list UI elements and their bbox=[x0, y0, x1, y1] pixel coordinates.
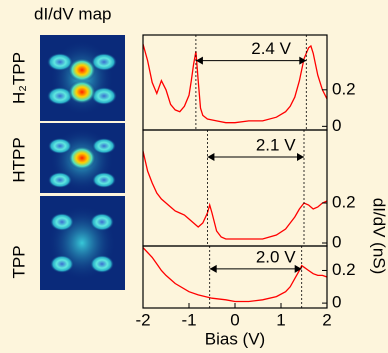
y-tick-label: 0.2 bbox=[332, 192, 356, 211]
x-axis-label: Bias (V) bbox=[205, 329, 265, 348]
arrow-head bbox=[294, 264, 302, 273]
stm-image bbox=[40, 35, 125, 121]
gap-label: 2.1 V bbox=[256, 135, 296, 154]
y-axis-label: dI/dV (nS) bbox=[370, 198, 388, 275]
arrow-head bbox=[207, 153, 215, 161]
panel-frame bbox=[142, 129, 328, 247]
spectrum-line bbox=[143, 150, 327, 240]
arrow-head bbox=[209, 264, 217, 273]
panel-frame bbox=[142, 245, 328, 309]
spectrum-line bbox=[143, 43, 327, 124]
stm-image bbox=[40, 196, 125, 290]
y-tick-label: 0 bbox=[332, 116, 341, 135]
molecule-label: TPP bbox=[9, 245, 28, 278]
stm-image bbox=[40, 123, 125, 193]
arrow-head bbox=[299, 56, 307, 65]
molecule-label: H₂TPP bbox=[9, 52, 28, 104]
arrow-head bbox=[195, 56, 203, 65]
x-tick-label: 2 bbox=[322, 310, 331, 329]
y-tick-label: 0 bbox=[332, 232, 341, 251]
x-tick-label: 1 bbox=[276, 310, 285, 329]
x-tick-label: -1 bbox=[181, 310, 196, 329]
x-tick-label: -2 bbox=[135, 310, 150, 329]
gap-label: 2.4 V bbox=[251, 39, 291, 58]
molecule-label: HTPP bbox=[9, 137, 28, 182]
spectrum-line bbox=[143, 247, 327, 303]
gap-label: 2.0 V bbox=[256, 247, 296, 266]
y-tick-label: 0.2 bbox=[332, 79, 356, 98]
arrow-head bbox=[297, 153, 304, 161]
map-title: dI/dV map bbox=[34, 4, 112, 23]
x-tick-label: 0 bbox=[230, 310, 239, 329]
y-tick-label: 0.2 bbox=[332, 260, 356, 279]
y-tick-label: 0 bbox=[332, 293, 341, 312]
